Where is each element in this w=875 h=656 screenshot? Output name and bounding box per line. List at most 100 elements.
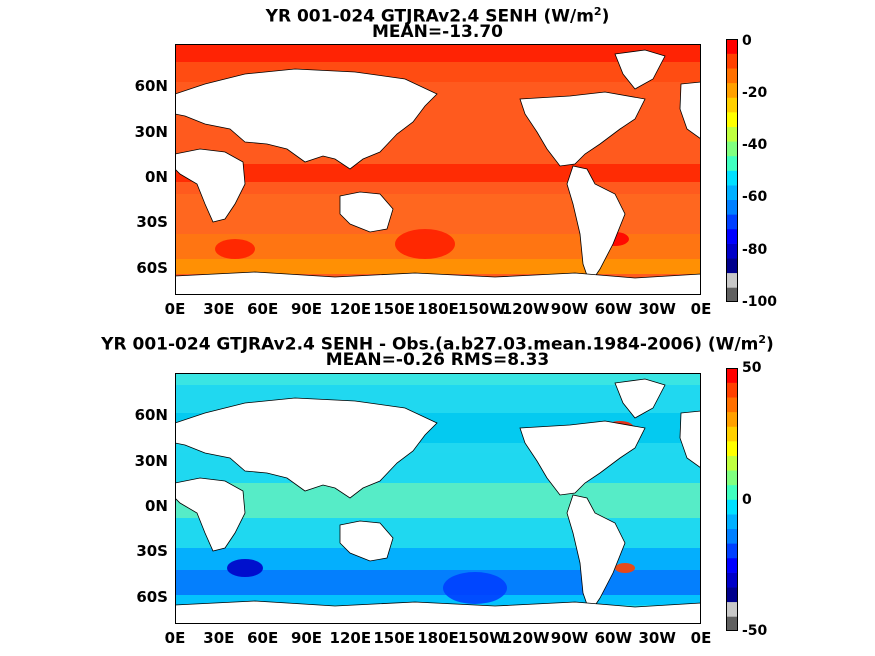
- colorbar-swatch: [726, 199, 738, 215]
- colorbar-swatch: [726, 214, 738, 230]
- colorbar-tick-label: -60: [742, 189, 768, 205]
- x-tick-label: 0E: [164, 629, 186, 647]
- x-tick-label: 180E: [417, 300, 459, 318]
- colorbar-swatch: [726, 97, 738, 113]
- x-tick-label: 120W: [501, 629, 550, 647]
- y-tick-label: 30S: [136, 542, 168, 561]
- x-tick-label: 150W: [457, 629, 506, 647]
- colorbar-swatch: [726, 39, 738, 54]
- field-band: [175, 483, 701, 518]
- top-title: YR 001-024 GTJRAv2.4 SENH (W/m2): [265, 5, 610, 27]
- colorbar-tick-label: -100: [742, 294, 778, 310]
- top-map: [175, 44, 701, 295]
- colorbar-swatch: [726, 411, 738, 427]
- land-mask: [175, 397, 438, 499]
- colorbar-swatch: [726, 543, 738, 559]
- colorbar-swatch: [726, 397, 738, 413]
- colorbar-swatch: [726, 68, 738, 84]
- x-tick-label: 150E: [373, 629, 415, 647]
- colorbar-swatch: [726, 82, 738, 98]
- y-tick-label: 30N: [134, 122, 168, 141]
- x-tick-label: 150E: [373, 300, 415, 318]
- colorbar-swatch: [726, 528, 738, 544]
- land-mask: [339, 520, 394, 562]
- colorbar-swatch: [726, 455, 738, 471]
- x-tick-label: 120E: [329, 300, 372, 318]
- x-tick-label: 30W: [638, 629, 676, 647]
- x-tick-label: 30W: [638, 300, 676, 318]
- top-colorbar: [726, 39, 738, 306]
- colorbar-swatch: [726, 53, 738, 69]
- colorbar-tick-label: 50: [742, 360, 762, 376]
- colorbar-swatch: [726, 616, 738, 632]
- land-mask: [175, 271, 701, 295]
- x-tick-label: 30E: [203, 629, 235, 647]
- land-mask: [175, 477, 246, 552]
- colorbar-swatch: [726, 272, 738, 288]
- field-band: [175, 259, 701, 274]
- x-tick-label: 90W: [550, 629, 589, 647]
- x-tick-label: 90E: [290, 629, 323, 647]
- land-mask: [339, 191, 394, 233]
- bottom-title: YR 001-024 GTJRAv2.4 SENH - Obs.(a.b27.0…: [101, 333, 774, 355]
- y-tick-label: 0N: [145, 497, 168, 516]
- x-tick-label: 60W: [594, 300, 633, 318]
- colorbar-swatch: [726, 112, 738, 127]
- x-tick-label: 0E: [164, 300, 186, 318]
- colorbar-swatch: [726, 368, 738, 383]
- field-band: [175, 44, 701, 62]
- land-mask: [519, 91, 646, 167]
- land-mask: [519, 420, 646, 496]
- colorbar-swatch: [726, 601, 738, 617]
- colorbar-swatch: [726, 126, 738, 142]
- colorbar-swatch: [726, 499, 738, 515]
- y-tick-label: 60N: [134, 77, 168, 96]
- land-mask: [175, 600, 701, 624]
- colorbar-swatch: [726, 426, 738, 442]
- x-tick-label: 150W: [457, 300, 506, 318]
- x-tick-label: 120E: [329, 629, 372, 647]
- colorbar-swatch: [726, 185, 738, 201]
- field-blob: [443, 572, 507, 604]
- x-tick-label: 120W: [501, 300, 550, 318]
- y-tick-label: 60S: [136, 258, 168, 277]
- colorbar-swatch: [726, 170, 738, 186]
- y-tick-label: 0N: [145, 168, 168, 187]
- x-tick-label: 90E: [290, 300, 323, 318]
- land-mask: [175, 68, 438, 170]
- colorbar-tick-label: -20: [742, 85, 768, 101]
- land-mask: [566, 494, 626, 614]
- bottom-colorbar: [726, 368, 738, 635]
- colorbar-swatch: [726, 441, 738, 456]
- y-tick-label: 30S: [136, 213, 168, 232]
- top-subtitle: MEAN=-13.70: [372, 22, 503, 42]
- colorbar-tick-label: -50: [742, 623, 768, 639]
- colorbar-swatch: [726, 243, 738, 259]
- x-tick-label: 30E: [203, 300, 235, 318]
- field-blob: [215, 239, 255, 259]
- colorbar-swatch: [726, 141, 738, 157]
- x-tick-label: 60E: [247, 300, 279, 318]
- field-band: [175, 570, 701, 595]
- colorbar-swatch: [726, 557, 738, 573]
- colorbar-swatch: [726, 484, 738, 500]
- colorbar-swatch: [726, 587, 738, 603]
- x-tick-label: 0E: [690, 300, 712, 318]
- field-band: [175, 548, 701, 570]
- y-tick-label: 60N: [134, 406, 168, 425]
- land-mask: [679, 410, 701, 469]
- land-mask: [614, 49, 666, 90]
- land-mask: [175, 148, 246, 223]
- bottom-map: [175, 373, 701, 624]
- colorbar-swatch: [726, 572, 738, 588]
- colorbar-swatch: [726, 514, 738, 530]
- colorbar-swatch: [726, 258, 738, 274]
- x-tick-label: 0E: [690, 629, 712, 647]
- colorbar-swatch: [726, 155, 738, 171]
- y-tick-label: 30N: [134, 451, 168, 470]
- bottom-subtitle: MEAN=-0.26 RMS=8.33: [325, 350, 550, 370]
- colorbar-swatch: [726, 287, 738, 303]
- field-band: [175, 373, 701, 385]
- colorbar-tick-label: 0: [742, 33, 752, 49]
- land-mask: [566, 165, 626, 285]
